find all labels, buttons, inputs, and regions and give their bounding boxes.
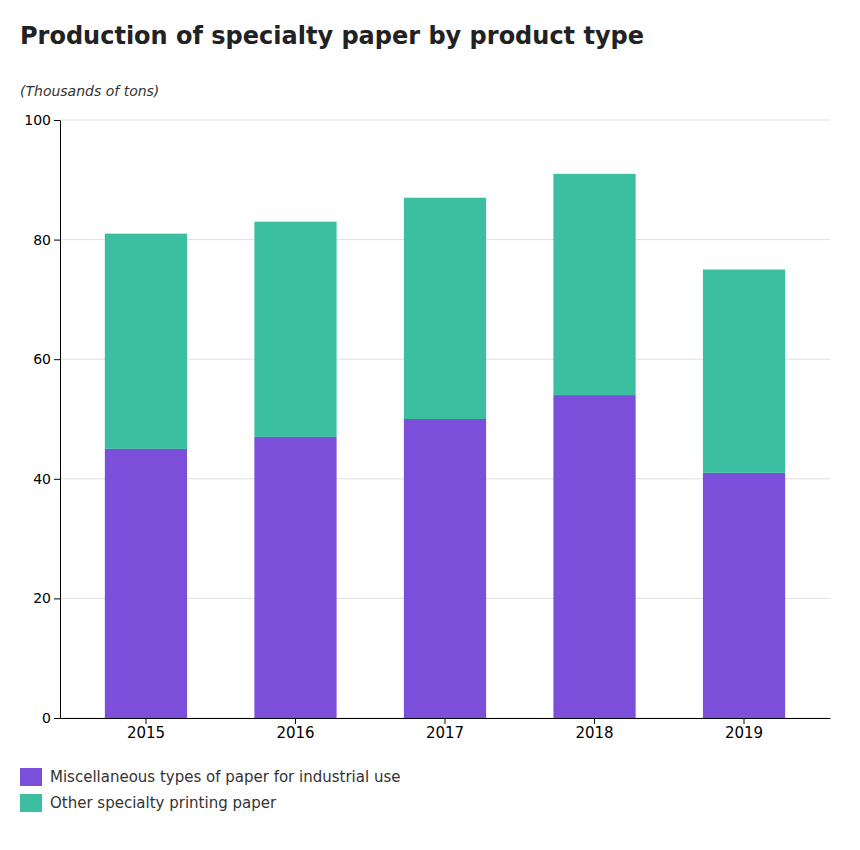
- y-tick: 60: [33, 351, 60, 367]
- y-axis-label: (Thousands of tons): [20, 83, 159, 99]
- legend-item: Other specialty printing paper: [20, 794, 277, 812]
- bar: [254, 437, 336, 718]
- x-tick-label: 2017: [426, 724, 464, 742]
- x-tick-label: 2015: [127, 724, 165, 742]
- y-tick-mark: [54, 359, 60, 360]
- x-tick: 2019: [725, 718, 763, 742]
- y-axis: 0 20 40 60 80 100: [24, 112, 60, 726]
- bar: [105, 234, 187, 449]
- bar: [553, 174, 635, 395]
- legend-swatch: [20, 768, 42, 786]
- grid-line: [60, 120, 830, 121]
- y-tick-label: 80: [33, 232, 51, 248]
- grid: [60, 120, 830, 718]
- bars: [105, 174, 785, 718]
- x-tick-label: 2019: [725, 724, 763, 742]
- y-tick-mark: [54, 479, 60, 480]
- y-tick: 0: [42, 710, 60, 726]
- y-tick-mark: [54, 120, 60, 121]
- y-tick: 100: [24, 112, 60, 128]
- x-tick: 2017: [426, 718, 464, 742]
- plot-area: 2015 2016 2017 2018 2019 0 20 40 60 80 100: [24, 112, 830, 742]
- bar: [404, 198, 486, 419]
- bar-series: [105, 174, 785, 473]
- x-axis: 2015 2016 2017 2018 2019: [61, 718, 831, 742]
- y-tick-label: 0: [42, 710, 51, 726]
- x-tick-label: 2018: [575, 724, 613, 742]
- y-tick-mark: [54, 598, 60, 599]
- legend-swatch: [20, 794, 42, 812]
- bar-series: [105, 395, 785, 718]
- x-tick: 2015: [127, 718, 165, 742]
- bar: [105, 449, 187, 718]
- legend: Miscellaneous types of paper for industr…: [20, 768, 400, 812]
- y-axis-line: [60, 121, 61, 719]
- legend-label: Other specialty printing paper: [50, 794, 277, 812]
- bar: [703, 270, 785, 473]
- title: Production of specialty paper by product…: [20, 22, 644, 50]
- bar: [553, 395, 635, 718]
- y-tick-mark: [54, 240, 60, 241]
- chart-svg: Production of specialty paper by product…: [0, 0, 860, 850]
- bar: [404, 419, 486, 718]
- x-tick: 2016: [276, 718, 314, 742]
- legend-label: Miscellaneous types of paper for industr…: [50, 768, 400, 786]
- y-tick-label: 100: [24, 112, 51, 128]
- y-tick-mark: [54, 718, 60, 719]
- y-tick-label: 20: [33, 590, 51, 606]
- x-tick: 2018: [575, 718, 613, 742]
- y-tick-label: 60: [33, 351, 51, 367]
- x-tick-label: 2016: [276, 724, 314, 742]
- y-tick: 20: [33, 590, 60, 606]
- legend-item: Miscellaneous types of paper for industr…: [20, 768, 400, 786]
- bar: [254, 222, 336, 437]
- y-tick: 80: [33, 232, 60, 248]
- bar: [703, 473, 785, 718]
- y-tick: 40: [33, 471, 60, 487]
- y-tick-label: 40: [33, 471, 51, 487]
